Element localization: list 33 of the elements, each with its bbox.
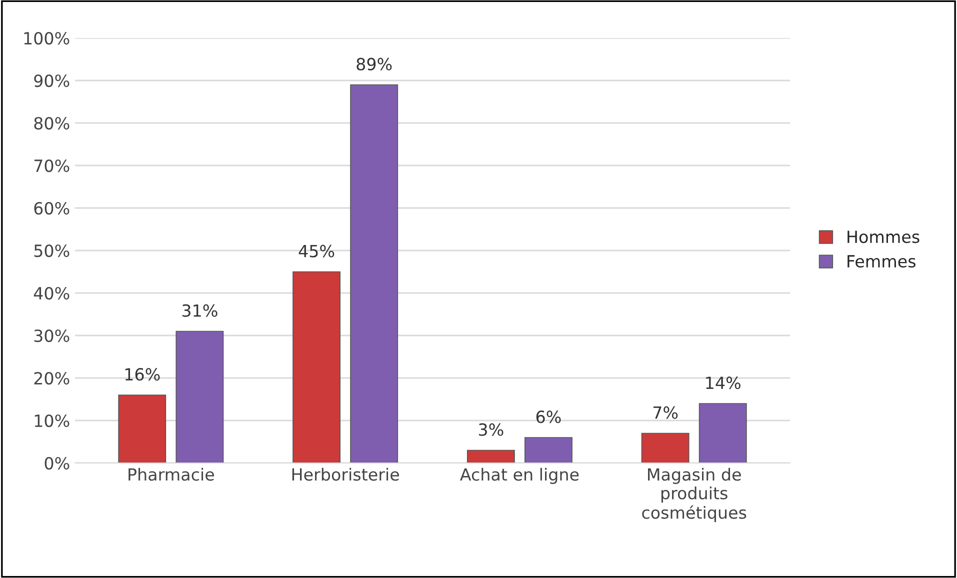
bar <box>641 432 690 463</box>
data-label: 7% <box>653 406 678 419</box>
bar <box>292 271 340 463</box>
bar <box>466 450 515 463</box>
x-tick-label: Herboristerie <box>292 468 399 481</box>
data-label: 16% <box>125 368 160 381</box>
y-tick-label: 40% <box>34 286 70 300</box>
data-label: 89% <box>356 58 392 70</box>
bar <box>118 394 166 463</box>
x-tick-label: Magasin de produits cosmétiques <box>642 468 746 522</box>
bar <box>350 84 398 463</box>
bar <box>524 437 572 463</box>
bar <box>698 403 747 463</box>
data-label: 6% <box>536 410 561 424</box>
data-label: 45% <box>298 244 334 258</box>
y-tick-label: 90% <box>34 74 70 88</box>
y-tick-label: 0% <box>44 456 70 470</box>
y-tick-label: 100% <box>24 32 70 45</box>
data-label: 3% <box>478 423 504 436</box>
bar <box>176 330 224 463</box>
legend-label: Hommes <box>848 230 920 244</box>
y-tick-label: 20% <box>34 372 70 385</box>
data-label: 14% <box>706 376 740 390</box>
y-tick-label: 30% <box>34 329 70 342</box>
y-tick-label: 10% <box>34 414 70 428</box>
data-label: 31% <box>182 304 218 317</box>
x-tick-label: Pharmacie <box>128 468 214 481</box>
legend-label: Femmes <box>848 255 916 268</box>
x-tick-label: Achat en ligne <box>460 468 579 484</box>
y-tick-label: 50% <box>34 244 70 258</box>
y-tick-label: 80% <box>34 116 70 130</box>
y-tick-label: 70% <box>34 159 70 172</box>
y-tick-label: 60% <box>34 202 70 215</box>
